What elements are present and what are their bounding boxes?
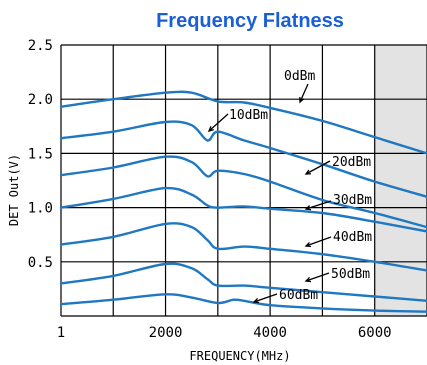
y-tick-label-0.5: 0.5 (28, 255, 53, 271)
series-line-10dBm (59, 120, 427, 198)
series-line-0dBm (59, 90, 427, 155)
leader-0dBm (299, 83, 309, 103)
x-tick-labels: 1 2000 4000 6000 (57, 325, 392, 341)
leader-arrow-60dBm (252, 298, 260, 304)
leader-50dBm (305, 272, 330, 282)
annotation-0dBm: 0dBm (284, 69, 315, 84)
leader-arrow-0dBm (299, 96, 305, 104)
x-axis-label: FREQUENCY(MHz) (189, 349, 290, 363)
series-line-30dBm (59, 186, 427, 233)
y-tick-label-1.5: 1.5 (28, 146, 53, 162)
x-tick-label-6000: 6000 (358, 325, 392, 341)
y-tick-labels: 2.5 2.0 1.5 1.0 0.5 (28, 38, 53, 271)
annotation-60dBm: 60dBm (279, 288, 318, 303)
leader-40dBm (305, 236, 332, 247)
y-tick-label-2.0: 2.0 (28, 92, 53, 108)
leader-arrow-50dBm (304, 277, 312, 283)
leader-arrow-30dBm (304, 205, 312, 211)
x-tick-label-1: 1 (57, 325, 65, 341)
leader-30dBm (305, 200, 332, 210)
y-axis-label: DET Out(V) (7, 154, 21, 226)
y-tick-label-2.5: 2.5 (28, 38, 53, 54)
annotation-10dBm: 10dBm (229, 108, 268, 123)
annotation-labels: 0dBm 10dBm 20dBm 30dBm 40dBm 50dBm 60dBm (229, 69, 372, 303)
series-line-60dBm (59, 293, 427, 313)
series-curves (59, 90, 427, 313)
annotation-30dBm: 30dBm (333, 193, 372, 208)
series-line-20dBm (59, 155, 427, 229)
series-line-40dBm (59, 222, 427, 272)
leader-arrow-10dBm (207, 126, 214, 132)
leader-20dBm (305, 160, 331, 175)
shaded-region (374, 45, 427, 316)
x-tick-label-2000: 2000 (149, 325, 183, 341)
annotation-20dBm: 20dBm (332, 155, 371, 170)
leader-arrow-40dBm (304, 241, 312, 248)
chart-title: Frequency Flatness (156, 10, 344, 32)
leader-arrow-20dBm (304, 169, 312, 175)
leader-60dBm (253, 293, 278, 303)
annotation-50dBm: 50dBm (331, 267, 370, 282)
annotation-leaders (207, 83, 332, 304)
leader-10dBm (208, 113, 229, 132)
annotation-40dBm: 40dBm (333, 230, 372, 245)
series-line-50dBm (59, 262, 427, 302)
x-tick-label-4000: 4000 (253, 325, 287, 341)
y-tick-label-1.0: 1.0 (28, 201, 53, 217)
